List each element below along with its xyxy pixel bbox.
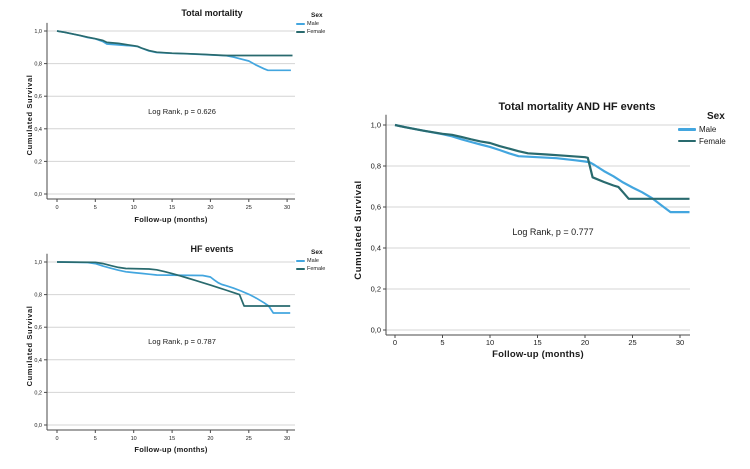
y-tick-label: 0,0 <box>34 192 42 198</box>
series-female <box>394 123 690 200</box>
legend-item-female: Female <box>678 137 726 146</box>
chart-title: HF events <box>190 244 234 254</box>
x-tick-label: 10 <box>486 338 494 347</box>
x-tick-label: 30 <box>284 436 290 442</box>
legend-title: Sex <box>707 111 725 122</box>
y-tick-label: 0,8 <box>34 62 42 68</box>
x-tick-label: 20 <box>207 205 213 211</box>
legend-title: Sex <box>311 249 323 256</box>
x-tick-label: 10 <box>131 205 137 211</box>
legend-item-female: Female <box>296 266 325 272</box>
x-tick-label: 30 <box>284 205 290 211</box>
x-tick-label: 15 <box>533 338 541 347</box>
x-tick-label: 30 <box>676 338 684 347</box>
legend-label-female: Female <box>307 265 326 272</box>
x-tick-label: 20 <box>581 338 589 347</box>
y-tick-label: 1,0 <box>34 260 42 266</box>
y-tick-label: 0,0 <box>371 326 381 335</box>
legend: Sex Male Female <box>296 249 325 272</box>
x-tick-label: 5 <box>440 338 444 347</box>
x-tick-label: 25 <box>246 436 252 442</box>
x-tick-label: 15 <box>169 205 175 211</box>
legend-item-male: Male <box>678 125 726 134</box>
male-line-swatch <box>678 128 696 131</box>
x-tick-label: 25 <box>246 205 252 211</box>
x-axis-label: Follow-up (months) <box>134 215 208 224</box>
plot-area: 0,0 0,2 0,4 0,6 0,8 1,0 0 5 10 15 20 25 30 <box>371 114 690 347</box>
km-chart-hf-events: HF events Cumulated Survival 0,0 0,2 0,4 0,… <box>22 240 370 469</box>
y-tick-label: 0,2 <box>34 159 42 165</box>
legend-title: Sex <box>311 12 323 19</box>
y-tick-label: 0,6 <box>371 203 381 212</box>
female-line-swatch <box>296 30 305 33</box>
log-rank-annotation: Log Rank, p = 0.777 <box>512 227 594 237</box>
x-tick-label: 0 <box>393 338 397 347</box>
male-line-swatch <box>296 260 305 262</box>
legend-label-male: Male <box>307 258 319 264</box>
series-male <box>56 30 291 72</box>
y-tick-label: 1,0 <box>34 29 42 35</box>
y-tick-label: 0,4 <box>371 244 381 253</box>
y-tick-label: 0,0 <box>34 423 42 429</box>
log-rank-annotation: Log Rank, p = 0.626 <box>148 107 216 116</box>
chart-title: Total mortality <box>181 8 243 18</box>
y-tick-label: 0,2 <box>34 390 42 396</box>
legend-label-female: Female <box>699 136 726 146</box>
x-axis-label: Follow-up (months) <box>492 349 584 360</box>
y-tick-label: 0,6 <box>34 325 42 331</box>
x-tick-label: 25 <box>628 338 636 347</box>
y-tick-label: 0,8 <box>34 293 42 299</box>
legend-label-male: Male <box>307 21 319 27</box>
x-tick-label: 20 <box>207 436 213 442</box>
legend-label-male: Male <box>699 125 717 134</box>
y-tick-label: 0,8 <box>371 162 381 171</box>
series-female <box>56 261 291 307</box>
female-line-swatch <box>296 267 305 270</box>
legend-item-female: Female <box>296 29 325 35</box>
y-tick-label: 0,6 <box>34 94 42 100</box>
y-tick-label: 0,4 <box>34 358 42 364</box>
x-tick-label: 5 <box>94 205 97 211</box>
legend-item-male: Male <box>296 21 325 27</box>
x-tick-label: 15 <box>169 436 175 442</box>
plot-area: 0,0 0,2 0,4 0,6 0,8 1,0 0 5 10 15 20 25 30 <box>34 253 295 442</box>
male-line-swatch <box>296 23 305 25</box>
x-axis-label: Follow-up (months) <box>134 445 208 454</box>
x-tick-label: 0 <box>55 436 58 442</box>
legend-item-male: Male <box>296 258 325 264</box>
log-rank-annotation: Log Rank, p = 0.787 <box>148 337 216 346</box>
chart-title: Total mortality AND HF events <box>498 101 656 113</box>
km-chart-total-mortality: Total mortality Cumulated Survival 0,0 0,… <box>22 4 370 238</box>
y-tick-label: 1,0 <box>371 121 381 130</box>
plot-area: 0,0 0,2 0,4 0,6 0,8 1,0 0 5 10 15 20 25 30 <box>34 22 295 211</box>
legend: Sex Male Female <box>296 12 325 35</box>
x-tick-label: 5 <box>94 436 97 442</box>
series-female <box>56 30 293 57</box>
x-tick-label: 0 <box>55 205 58 211</box>
series-male <box>56 261 291 314</box>
x-tick-label: 10 <box>131 436 137 442</box>
legend-label-female: Female <box>307 28 326 35</box>
legend: Sex Male Female <box>678 111 726 146</box>
y-tick-label: 0,2 <box>371 285 381 294</box>
km-chart-total-mortality-and-hf-events: Total mortality AND HF events Cumulated … <box>352 98 750 373</box>
series-male <box>394 123 690 214</box>
female-line-swatch <box>678 139 696 143</box>
y-tick-label: 0,4 <box>34 127 42 133</box>
